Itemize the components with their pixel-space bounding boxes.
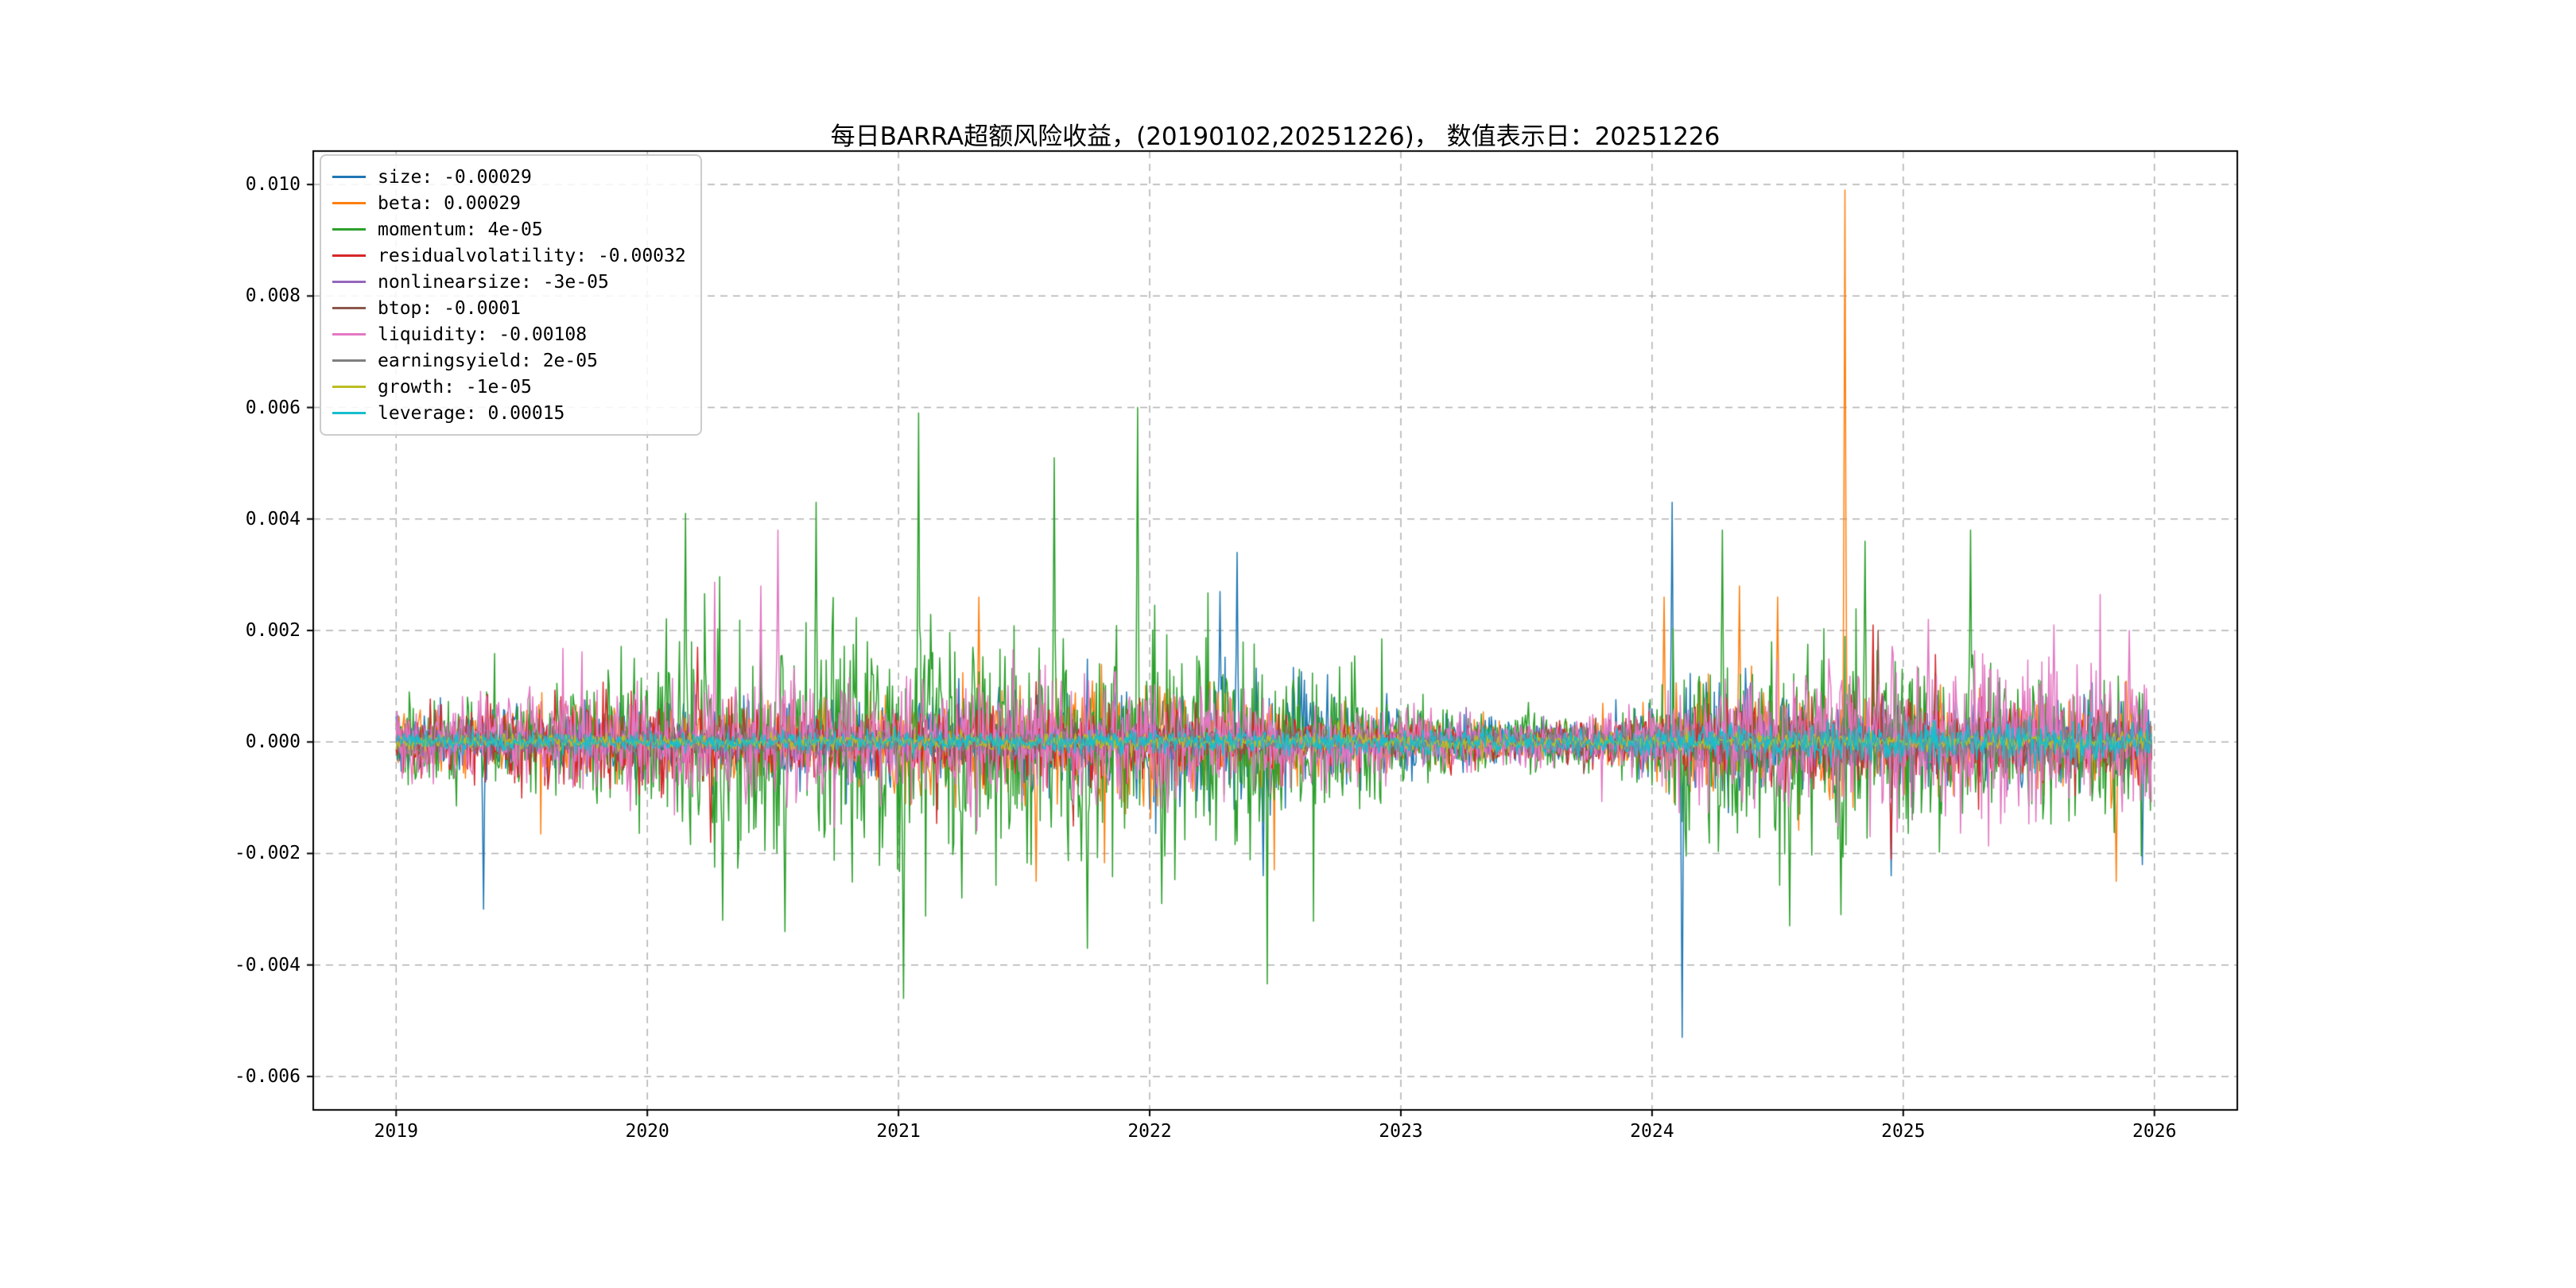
legend-line-swatch (332, 176, 366, 178)
legend-line-swatch (332, 202, 366, 204)
x-tick-label: 2025 (1881, 1121, 1926, 1142)
legend-label: residualvolatility: -0.00032 (378, 245, 686, 266)
legend-line-swatch (332, 359, 366, 362)
legend-item-btop: btop: -0.0001 (332, 295, 686, 321)
x-tick-label: 2020 (625, 1121, 669, 1142)
legend-label: liquidity: -0.00108 (378, 324, 588, 345)
legend-line-swatch (332, 333, 366, 336)
x-tick-label: 2021 (876, 1121, 921, 1142)
y-tick-label: 0.000 (245, 731, 301, 753)
x-tick-label: 2022 (1127, 1121, 1172, 1142)
legend-item-liquidity: liquidity: -0.00108 (332, 321, 686, 347)
x-tick-label: 2024 (1630, 1121, 1674, 1142)
legend-label: beta: 0.00029 (378, 192, 522, 214)
y-tick-label: 0.008 (245, 285, 301, 307)
legend-label: nonlinearsize: -3e-05 (378, 271, 609, 293)
legend-line-swatch (332, 412, 366, 414)
legend-label: leverage: 0.00015 (378, 402, 565, 424)
legend-label: btop: -0.0001 (378, 297, 522, 319)
legend-item-leverage: leverage: 0.00015 (332, 400, 686, 426)
y-tick-label: -0.006 (234, 1065, 301, 1087)
legend-item-growth: growth: -1e-05 (332, 374, 686, 400)
legend-line-swatch (332, 254, 366, 257)
legend: size: -0.00029 beta: 0.00029 momentum: 4e-… (320, 154, 702, 436)
legend-line-swatch (332, 386, 366, 388)
x-tick-label: 2026 (2132, 1121, 2177, 1142)
legend-item-momentum: momentum: 4e-05 (332, 216, 686, 242)
legend-label: size: -0.00029 (378, 166, 532, 188)
y-tick-label: -0.004 (234, 954, 301, 976)
legend-line-swatch (332, 281, 366, 283)
y-tick-label: 0.006 (245, 397, 301, 418)
y-tick-label: 0.010 (245, 174, 301, 196)
legend-item-earningsyield: earningsyield: 2e-05 (332, 347, 686, 374)
legend-item-size: size: -0.00029 (332, 164, 686, 190)
y-tick-label: -0.002 (234, 843, 301, 864)
x-tick-label: 2023 (1379, 1121, 1423, 1142)
legend-item-beta: beta: 0.00029 (332, 190, 686, 216)
legend-line-swatch (332, 228, 366, 231)
legend-label: growth: -1e-05 (378, 376, 532, 398)
legend-line-swatch (332, 307, 366, 309)
y-tick-label: 0.002 (245, 620, 301, 641)
legend-item-nonlinearsize: nonlinearsize: -3e-05 (332, 269, 686, 295)
legend-item-residualvolatility: residualvolatility: -0.00032 (332, 242, 686, 269)
legend-label: earningsyield: 2e-05 (378, 350, 598, 371)
legend-label: momentum: 4e-05 (378, 219, 543, 240)
y-tick-label: 0.004 (245, 508, 301, 530)
x-tick-label: 2019 (374, 1121, 418, 1142)
